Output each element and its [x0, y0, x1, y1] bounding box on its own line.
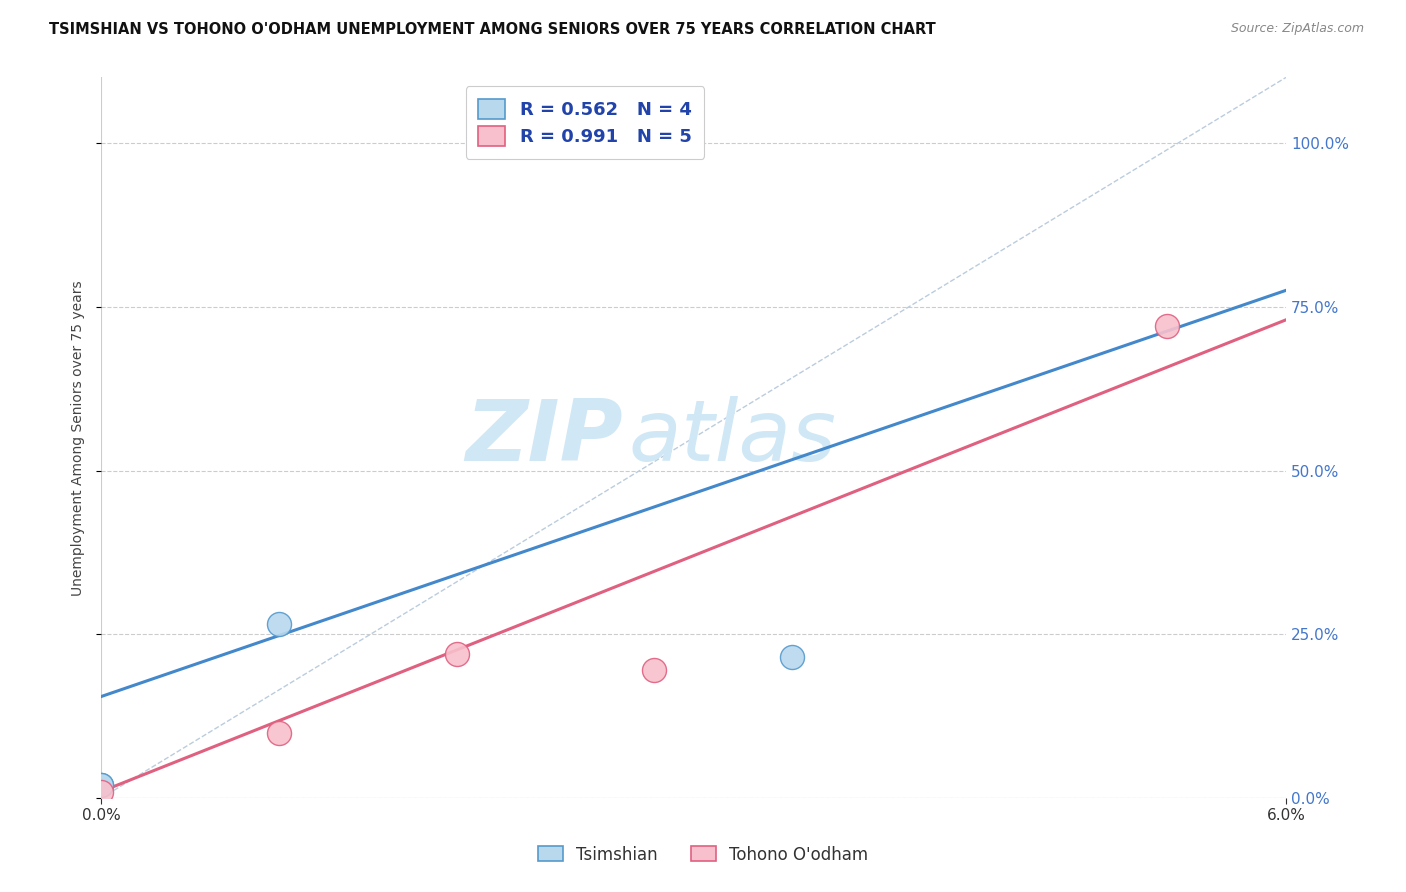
Point	[90, 778, 112, 792]
Point	[90, 784, 112, 798]
Point	[267, 617, 290, 632]
Point	[1156, 319, 1178, 334]
Point	[267, 725, 290, 739]
Point	[782, 650, 804, 665]
Text: TSIMSHIAN VS TOHONO O'ODHAM UNEMPLOYMENT AMONG SENIORS OVER 75 YEARS CORRELATION: TSIMSHIAN VS TOHONO O'ODHAM UNEMPLOYMENT…	[49, 22, 936, 37]
Text: Source: ZipAtlas.com: Source: ZipAtlas.com	[1230, 22, 1364, 36]
Point	[446, 647, 468, 661]
Text: ZIP: ZIP	[465, 396, 623, 479]
Y-axis label: Unemployment Among Seniors over 75 years: Unemployment Among Seniors over 75 years	[72, 280, 86, 596]
Point	[90, 778, 112, 792]
Legend: Tsimshian, Tohono O'odham: Tsimshian, Tohono O'odham	[531, 839, 875, 871]
Legend: R = 0.562   N = 4, R = 0.991   N = 5: R = 0.562 N = 4, R = 0.991 N = 5	[465, 87, 704, 159]
Point	[643, 663, 665, 677]
Text: atlas: atlas	[628, 396, 837, 479]
